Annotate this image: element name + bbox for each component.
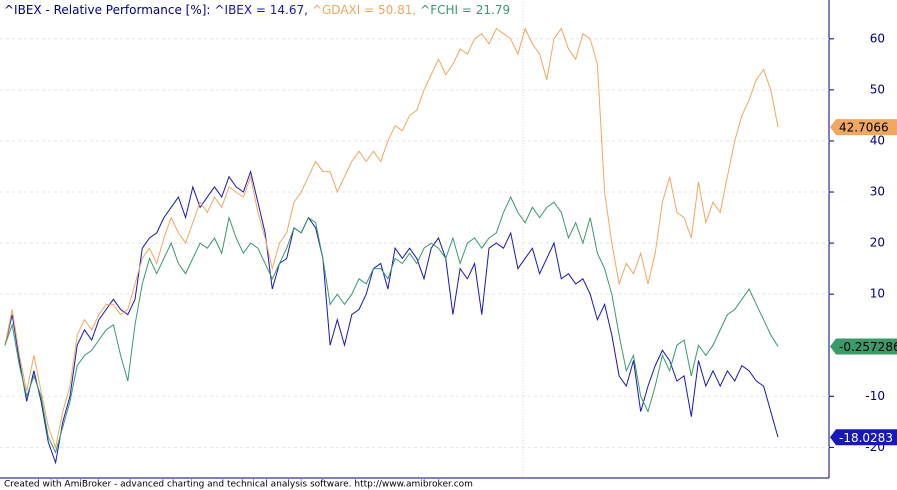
y-tick-label: 60 [870,31,885,45]
value-label-box [830,338,897,355]
chart-title: ^IBEX - Relative Performance [%]: ^IBEX =… [4,3,510,17]
title-text: ^IBEX - Relative Performance [%]: [4,3,210,17]
value-label-box [830,429,897,446]
series-line [4,27,779,450]
legend-entry: ^GDAXI = 50.81, [312,3,416,17]
value-label-box [830,119,897,136]
y-tick-label: -10 [865,389,885,403]
legend-entry: ^FCHI = 21.79 [420,3,510,17]
credit: Created with AmiBroker - advanced charti… [4,480,473,490]
value-label: -18.0283 [839,431,893,445]
value-label: -0.257286 [839,340,897,354]
y-tick-label: 40 [870,133,885,147]
y-tick-label: 10 [870,287,885,301]
series-line [4,195,779,454]
y-tick-label: 20 [870,236,885,250]
value-label: 42.7066 [839,121,889,135]
y-tick-label: 50 [870,82,885,96]
legend-entry: ^IBEX = 14.67, [214,3,307,17]
y-tick-label: 30 [870,185,885,199]
